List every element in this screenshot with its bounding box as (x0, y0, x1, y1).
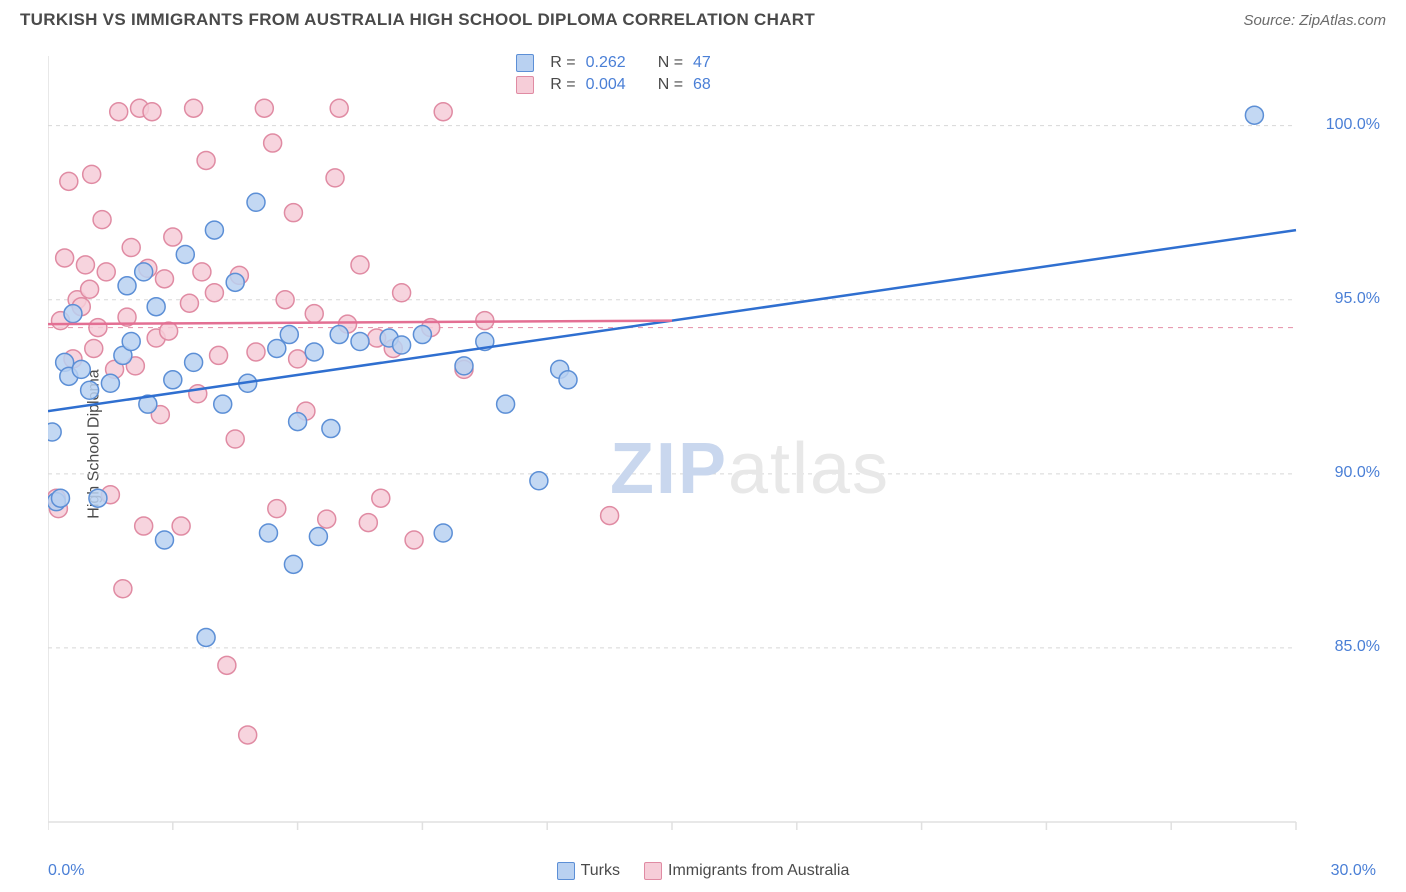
legend-n-value: 68 (693, 76, 711, 94)
legend-n-value: 47 (693, 54, 711, 72)
legend-swatch (516, 54, 534, 72)
chart-title: TURKISH VS IMMIGRANTS FROM AUSTRALIA HIG… (20, 10, 815, 30)
y-tick-label: 100.0% (1326, 116, 1380, 134)
chart-header: TURKISH VS IMMIGRANTS FROM AUSTRALIA HIG… (0, 0, 1406, 36)
y-tick-label: 90.0% (1335, 464, 1380, 482)
legend-r-value: 0.262 (586, 54, 626, 72)
legend-r-label: R = (550, 54, 575, 72)
correlation-legend: R = 0.262 N = 47 R = 0.004 N = 68 (516, 54, 711, 94)
series-legend-item: Turks (557, 862, 620, 880)
y-tick-label: 85.0% (1335, 638, 1380, 656)
scatter-plot (48, 46, 1386, 842)
x-axis-min-label: 0.0% (48, 862, 84, 880)
series-label: Immigrants from Australia (668, 862, 849, 879)
y-tick-label: 95.0% (1335, 290, 1380, 308)
legend-n-label: N = (658, 76, 683, 94)
series-label: Turks (581, 862, 620, 879)
legend-row: R = 0.004 N = 68 (516, 76, 711, 94)
legend-swatch (557, 862, 575, 880)
legend-swatch (516, 76, 534, 94)
legend-r-value: 0.004 (586, 76, 626, 94)
chart-source: Source: ZipAtlas.com (1243, 12, 1386, 29)
chart-area: High School Diploma ZIPatlas R = 0.262 N… (48, 46, 1386, 842)
x-axis-max-label: 30.0% (1331, 862, 1376, 880)
legend-swatch (644, 862, 662, 880)
legend-n-label: N = (658, 54, 683, 72)
legend-r-label: R = (550, 76, 575, 94)
series-legend-item: Immigrants from Australia (644, 862, 849, 880)
bottom-legend: 0.0% Turks Immigrants from Australia 30.0… (0, 862, 1406, 880)
legend-row: R = 0.262 N = 47 (516, 54, 711, 72)
